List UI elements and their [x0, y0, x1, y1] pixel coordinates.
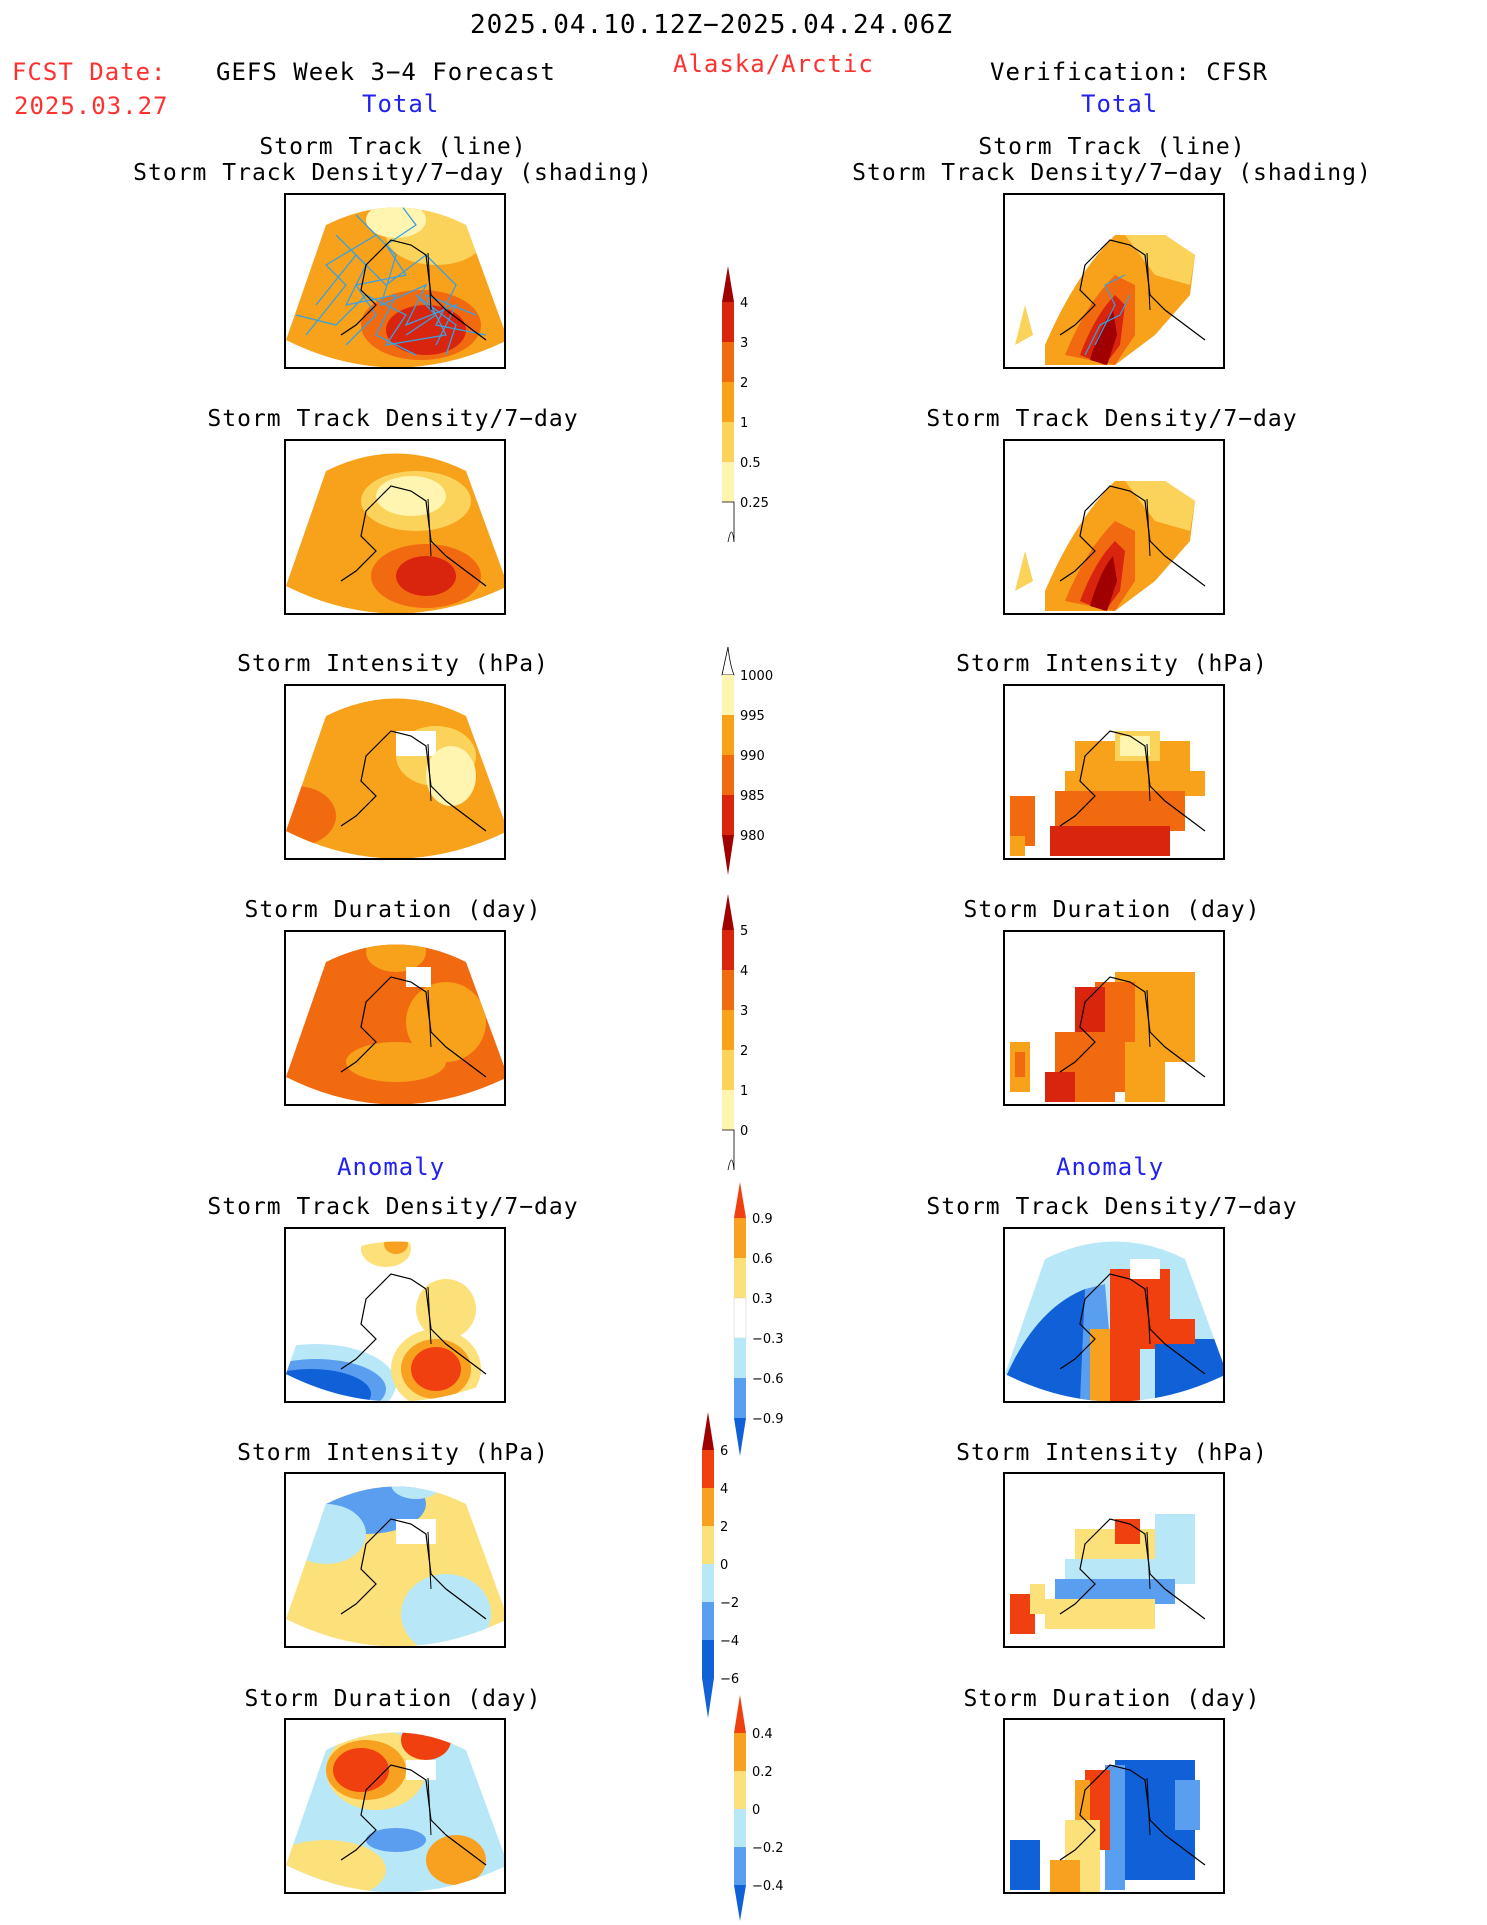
left-track-title: Storm Track (line) Storm Track Density/7…: [93, 134, 693, 186]
right-anom-duration-title: Storm Duration (day): [963, 1686, 1261, 1712]
cbar-dur-lab-3: 3: [740, 1004, 748, 1019]
right-track-map: [1003, 193, 1225, 369]
right-anom-density-title: Storm Track Density/7−day: [926, 1194, 1298, 1220]
cbar-aint-lab-2: 2: [720, 1520, 728, 1535]
cbar-dur-lab-1: 1: [740, 1084, 748, 1099]
right-density-map: [1003, 439, 1225, 615]
left-anom-duration-title: Storm Duration (day): [244, 1686, 542, 1712]
left-density-map: [284, 439, 506, 615]
cbar-dur-lab-5: 5: [740, 924, 748, 939]
cbar-dens-lab-4: 3: [740, 336, 748, 351]
colorbar-density-anom: 0.9 0.6 0.3 −0.3 −0.6 −0.9: [733, 1182, 784, 1456]
right-intensity-title: Storm Intensity (hPa): [956, 651, 1268, 677]
cbar-adur-lab-1: 0.2: [752, 1765, 773, 1780]
right-anomaly-label: Anomaly: [1056, 1153, 1165, 1181]
region-label: Alaska/Arctic: [673, 50, 874, 78]
colorbar-duration-anom: 0.4 0.2 0 −0.2 −0.4: [734, 1695, 784, 1921]
right-track-title: Storm Track (line) Storm Track Density/7…: [812, 134, 1412, 186]
forecast-title: GEFS Week 3−4 Forecast: [216, 58, 556, 86]
left-duration-map: [284, 930, 506, 1106]
cbar-int-lab-4: 980: [740, 829, 765, 844]
left-total-label: Total: [362, 90, 440, 118]
right-duration-map: [1003, 930, 1225, 1106]
cbar-dur-lab-4: 4: [740, 964, 748, 979]
right-track-title-line1: Storm Track (line): [978, 134, 1246, 160]
right-total-label: Total: [1081, 90, 1159, 118]
cbar-aint-lab-0: 6: [720, 1444, 728, 1459]
right-track-title-line2: Storm Track Density/7−day (shading): [852, 160, 1372, 186]
left-track-title-line2: Storm Track Density/7−day (shading): [133, 160, 653, 186]
left-track-title-line1: Storm Track (line): [259, 134, 527, 160]
cbar-adens-lab-2: 0.3: [752, 1292, 773, 1307]
left-track-map: [284, 193, 506, 369]
left-anom-intensity-map: [284, 1472, 506, 1648]
cbar-adur-lab-2: 0: [752, 1803, 760, 1818]
left-anom-density-map: [284, 1227, 506, 1403]
cbar-adens-lab-5: −0.9: [752, 1412, 784, 1427]
cbar-dens-lab-0: 0.25: [740, 496, 769, 511]
cbar-aint-lab-6: −6: [720, 1672, 739, 1687]
right-duration-title: Storm Duration (day): [963, 897, 1261, 923]
cbar-aint-lab-3: 0: [720, 1558, 728, 1573]
cbar-int-lab-1: 995: [740, 709, 765, 724]
cbar-adur-lab-4: −0.4: [752, 1879, 784, 1894]
cbar-int-lab-2: 990: [740, 749, 765, 764]
cbar-dur-lab-0: 0: [740, 1124, 748, 1139]
cbar-adens-lab-0: 0.9: [752, 1212, 773, 1227]
left-anom-duration-map: [284, 1718, 506, 1894]
right-anom-duration-map: [1003, 1718, 1225, 1894]
left-anom-intensity-title: Storm Intensity (hPa): [237, 1440, 549, 1466]
cbar-adur-lab-0: 0.4: [752, 1727, 773, 1742]
cbar-dens-lab-1: 0.5: [740, 456, 761, 471]
cbar-dens-lab-3: 2: [740, 376, 748, 391]
colorbar-duration-total: 0 1 2 3 4 5: [722, 894, 748, 1171]
right-anom-intensity-title: Storm Intensity (hPa): [956, 1440, 1268, 1466]
cbar-aint-lab-1: 4: [720, 1482, 728, 1497]
left-duration-title: Storm Duration (day): [244, 897, 542, 923]
cbar-aint-lab-4: −2: [720, 1596, 739, 1611]
left-anom-density-title: Storm Track Density/7−day: [207, 1194, 579, 1220]
right-anom-intensity-map: [1003, 1472, 1225, 1648]
left-intensity-map: [284, 684, 506, 860]
verification-label: Verification: CFSR: [990, 58, 1269, 86]
right-density-title: Storm Track Density/7−day: [926, 406, 1298, 432]
left-intensity-title: Storm Intensity (hPa): [237, 651, 549, 677]
cbar-adens-lab-4: −0.6: [752, 1372, 784, 1387]
cbar-dens-lab-2: 1: [740, 416, 748, 431]
colorbar-intensity-anom: 6 4 2 0 −2 −4 −6: [702, 1412, 739, 1718]
colorbar-intensity-total: 1000 995 990 985 980: [721, 646, 773, 875]
cbar-aint-lab-5: −4: [720, 1634, 739, 1649]
right-anom-density-map: [1003, 1227, 1225, 1403]
cbar-adens-lab-3: −0.3: [752, 1332, 784, 1347]
cbar-dens-lab-5: 4: [740, 296, 748, 311]
date-range-title: 2025.04.10.12Z−2025.04.24.06Z: [470, 10, 953, 40]
cbar-dur-lab-2: 2: [740, 1044, 748, 1059]
cbar-int-lab-0: 1000: [740, 669, 773, 684]
fcst-date-value: 2025.03.27: [14, 92, 169, 120]
left-density-title: Storm Track Density/7−day: [207, 406, 579, 432]
cbar-adur-lab-3: −0.2: [752, 1841, 784, 1856]
cbar-int-lab-3: 985: [740, 789, 765, 804]
left-anomaly-label: Anomaly: [337, 1153, 446, 1181]
right-intensity-map: [1003, 684, 1225, 860]
cbar-adens-lab-1: 0.6: [752, 1252, 773, 1267]
colorbar-density-total: 0.25 0.5 1 2 3 4: [722, 266, 769, 543]
fcst-date-label: FCST Date:: [12, 58, 167, 86]
